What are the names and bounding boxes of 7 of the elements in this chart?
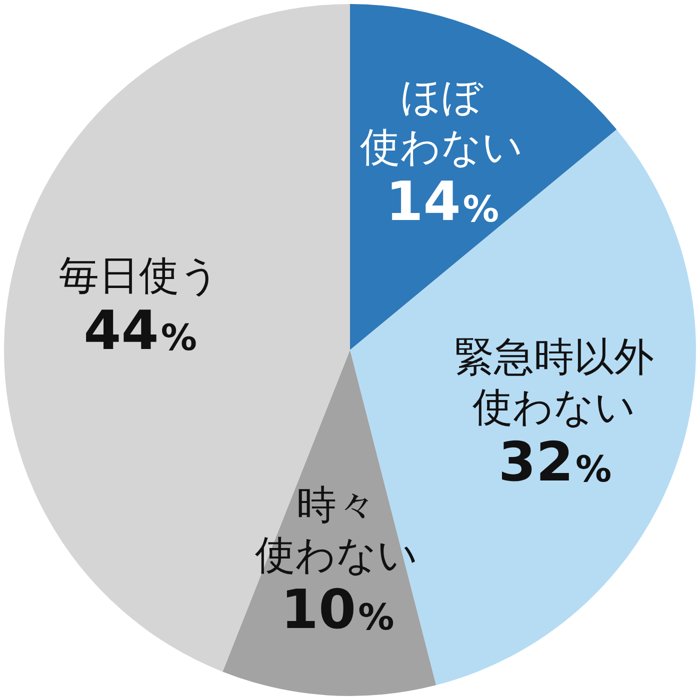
slice-label: 毎日使う <box>58 253 220 300</box>
data-label: 14% <box>386 170 499 233</box>
slice-label: ほぼ使わない <box>360 74 523 170</box>
slice-label: 緊急時以外使わない <box>454 334 654 431</box>
data-label: 32% <box>498 430 612 494</box>
data-label: 10% <box>280 578 394 642</box>
data-label: 44% <box>84 298 197 362</box>
